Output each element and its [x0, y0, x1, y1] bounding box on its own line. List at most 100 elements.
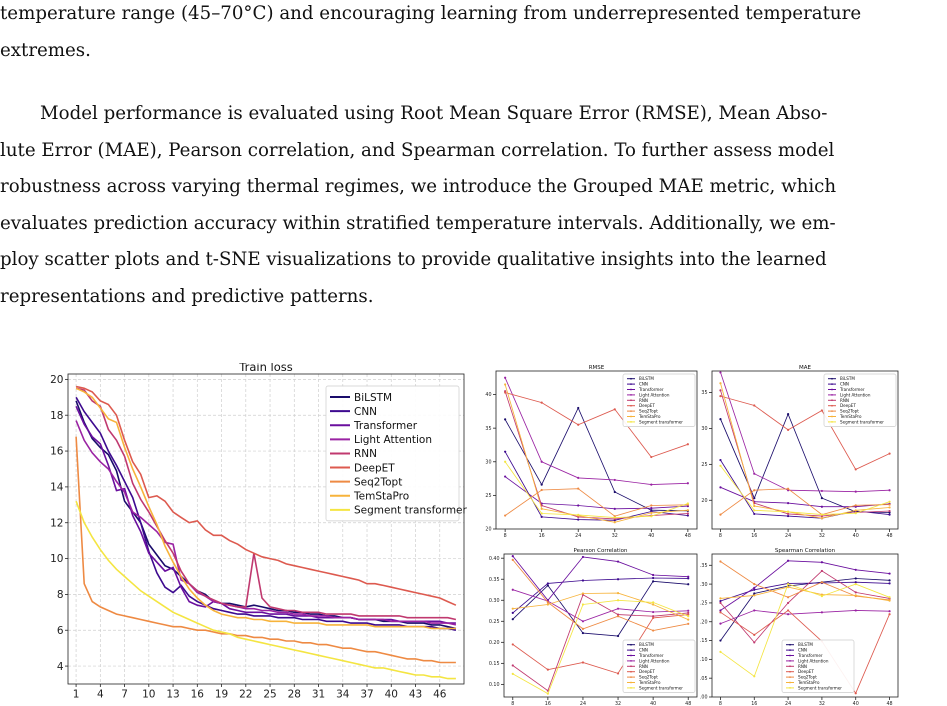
legend-marker-bilstm: [630, 643, 632, 646]
x-tick-label: 16: [191, 689, 205, 701]
data-point-light-attention: [687, 609, 690, 612]
data-point-rnn: [854, 591, 857, 594]
data-point-deepet: [581, 661, 585, 664]
data-point-light-attention: [753, 472, 756, 475]
data-point-segment-transformer: [687, 615, 690, 618]
legend-label-segment-transformer: Segment transformer: [639, 419, 683, 424]
data-point-segment-transformer: [888, 596, 891, 599]
legend-label-rnn: RNN: [354, 448, 377, 460]
y-tick-label: 8: [57, 589, 64, 601]
data-point-seq2topt: [820, 581, 824, 584]
x-tick-label: 16: [545, 701, 551, 706]
series-line-temstapro: [720, 586, 890, 602]
data-point-bilstm: [753, 497, 756, 500]
data-point-light-attention: [888, 489, 891, 492]
paragraph-2-line-1: Model performance is evaluated using Roo…: [40, 103, 828, 124]
legend-label-rnn: RNN: [798, 664, 807, 669]
legend-label-rnn: RNN: [639, 398, 648, 403]
data-point-light-attention: [719, 371, 722, 374]
legend-label-temstapro: TemStaPro: [353, 491, 409, 503]
data-point-rnn: [652, 615, 655, 618]
data-point-light-attention: [753, 609, 756, 612]
legend-marker-temstapro: [789, 681, 791, 684]
data-point-seq2topt: [687, 622, 690, 625]
legend-label-deepet: DeepET: [639, 669, 655, 674]
legend-marker-bilstm: [831, 377, 833, 380]
y-tick-label: 0.30: [489, 598, 500, 604]
legend-label-seq2topt: Seq2Topt: [798, 675, 817, 680]
x-tick-label: 40: [648, 533, 654, 539]
x-tick-label: 28: [288, 689, 301, 701]
series-line-transformer: [504, 476, 688, 510]
y-tick-label: 20: [485, 527, 491, 533]
legend-label-bilstm: BiLSTM: [354, 392, 392, 404]
paragraph-2-line-2: lute Error (MAE), Pearson correlation, a…: [0, 139, 835, 161]
data-point-deepet: [686, 443, 689, 446]
series-line-bilstm: [512, 580, 689, 637]
x-tick-label: 48: [886, 701, 892, 706]
data-point-light-attention: [854, 609, 857, 612]
legend-label-cnn: CNN: [798, 648, 807, 653]
y-tick-label: 12: [50, 517, 63, 529]
y-tick-label: 0.35: [700, 563, 708, 569]
data-point-temstapro: [820, 517, 824, 520]
data-point-bilstm: [613, 490, 616, 494]
data-point-bilstm: [540, 483, 543, 486]
x-tick-label: 10: [142, 689, 155, 701]
data-point-deepet: [616, 672, 620, 675]
series-line-transformer: [720, 486, 890, 508]
data-point-segment-transformer: [820, 595, 824, 598]
series-line-rnn: [504, 391, 688, 520]
data-point-bilstm: [753, 592, 756, 595]
data-point-temstapro: [613, 521, 616, 524]
chart-title: Pearson Correlation: [574, 548, 628, 554]
data-point-seq2topt: [652, 629, 655, 632]
paragraph-2-line-5: ploy scatter plots and t-SNE visualizati…: [0, 249, 827, 270]
data-point-bilstm: [546, 584, 549, 587]
y-tick-label: 30: [701, 426, 707, 432]
data-point-deepet: [546, 668, 549, 671]
data-point-segment-transformer: [786, 583, 790, 586]
series-line-cnn: [512, 577, 689, 614]
x-tick-label: 1: [73, 689, 80, 701]
data-point-light-attention: [854, 490, 857, 493]
legend-box: [325, 385, 460, 522]
legend-box: [781, 639, 855, 693]
legend-marker-rnn: [630, 665, 632, 668]
x-tick-label: 16: [751, 533, 757, 539]
chart-title: Train loss: [238, 363, 292, 374]
legend-marker-segment-transformer: [831, 421, 833, 423]
data-point-temstapro: [686, 509, 689, 512]
data-point-segment-transformer: [613, 516, 616, 519]
x-tick-label: 8: [719, 701, 722, 706]
y-tick-label: 4: [57, 661, 64, 673]
data-point-segment-transformer: [719, 464, 722, 467]
legend-label-temstapro: TemStaPro: [797, 680, 820, 685]
data-point-transformer: [504, 475, 507, 478]
plot-frame: [711, 553, 899, 698]
legend-label-temstapro: TemStaPro: [638, 680, 661, 685]
legend-marker-temstapro: [630, 415, 632, 418]
data-point-transformer: [888, 572, 891, 575]
data-point-seq2topt: [786, 487, 790, 490]
series-line-light-attention: [720, 609, 890, 624]
legend-label-deepet: DeepET: [798, 669, 814, 674]
data-point-deepet: [854, 468, 857, 471]
data-point-light-attention: [540, 460, 543, 463]
data-point-temstapro: [753, 594, 756, 597]
data-point-bilstm: [652, 580, 655, 583]
legend-label-bilstm: BiLSTM: [639, 376, 654, 381]
data-point-seq2topt: [753, 583, 756, 586]
legend-label-light-attention: Light Attention: [840, 392, 871, 397]
y-tick-label: 0.20: [489, 640, 500, 646]
y-tick-label: 35: [485, 426, 491, 432]
legend-marker-segment-transformer: [789, 687, 791, 689]
legend-label-temstapro: TemStaPro: [638, 414, 661, 419]
legend-label-rnn: RNN: [840, 398, 849, 403]
x-tick-label: 19: [215, 689, 228, 701]
data-point-bilstm: [581, 631, 585, 635]
x-tick-label: 24: [785, 533, 791, 539]
data-point-temstapro: [719, 597, 722, 600]
data-point-seq2topt: [546, 601, 549, 604]
data-point-bilstm: [687, 583, 690, 586]
